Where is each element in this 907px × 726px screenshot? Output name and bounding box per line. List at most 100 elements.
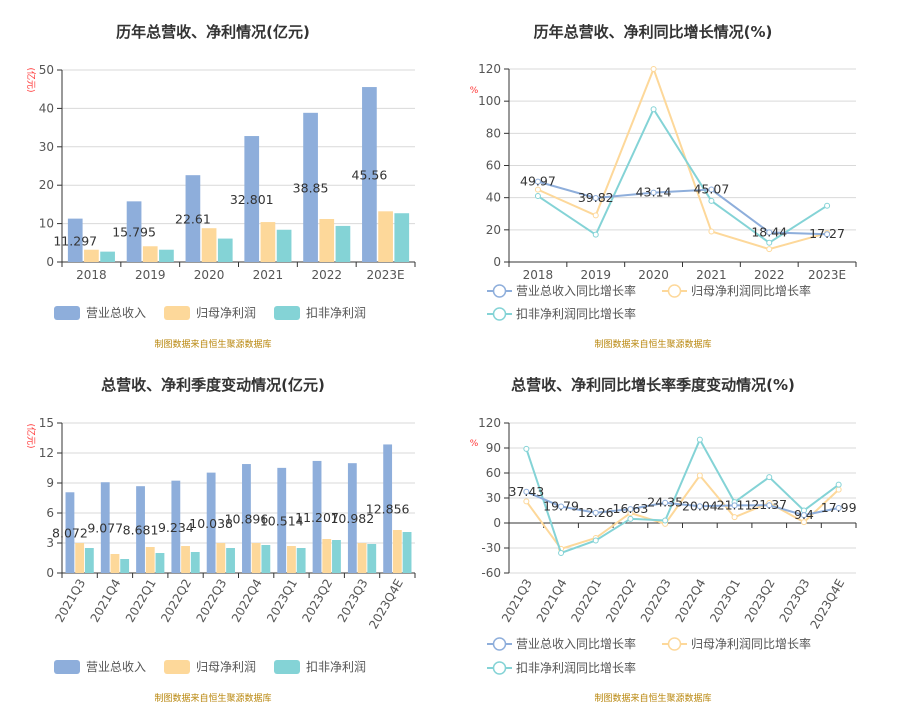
data-label: 8.072 (52, 526, 88, 541)
legend-circle-icon (667, 637, 682, 651)
legend-item[interactable]: 营业总收入 (54, 660, 146, 674)
bar-1 (100, 482, 110, 573)
legend-swatch (274, 306, 300, 320)
legend-item[interactable]: 扣非净利润 (274, 660, 366, 674)
y-tick-label: 0 (46, 255, 54, 269)
y-tick-label: 120 (478, 62, 501, 76)
x-tick-label: 2021Q4 (534, 577, 570, 625)
series-point-1 (708, 186, 715, 193)
legend-item[interactable]: 扣非净利润 (274, 306, 366, 320)
x-tick-label: 2018 (76, 268, 107, 282)
y-tick-label: 100 (478, 94, 501, 108)
series-point-2 (696, 472, 703, 479)
data-label: 8.681 (123, 523, 159, 538)
y-tick-label: 6 (46, 506, 54, 520)
bar-2 (75, 543, 85, 573)
series-point-3 (662, 517, 669, 524)
x-tick-label: 2022Q1 (568, 577, 604, 625)
x-tick-label: 2022Q4 (673, 577, 709, 625)
legend-item[interactable]: 营业总收入 (54, 306, 146, 320)
bar-1 (277, 467, 287, 573)
x-tick-label: 2022 (754, 268, 785, 282)
legend-item[interactable]: 扣非净利润同比增长率 (487, 306, 636, 321)
legend-item[interactable]: 归母净利润 (164, 306, 256, 320)
bar-3 (100, 251, 115, 262)
bar-2 (260, 222, 276, 262)
x-tick-label: 2023Q4E (808, 577, 848, 632)
data-label: 49.97 (520, 174, 556, 189)
bar-1 (185, 175, 201, 262)
bar-2 (319, 218, 335, 262)
data-label: 17.99 (821, 500, 857, 515)
bar-1 (65, 492, 75, 573)
legend-circle-icon (492, 661, 507, 675)
data-label: 11.207 (295, 510, 339, 525)
y-tick-label: 0 (46, 566, 54, 580)
series-point-3 (708, 197, 715, 204)
series-point-1 (824, 231, 831, 238)
data-label: 9.4 (794, 507, 814, 522)
legend-circle-icon (492, 284, 507, 298)
legend-circle-icon (667, 284, 682, 298)
data-label: 10.038 (189, 516, 233, 531)
x-tick-label: 2022Q3 (638, 577, 674, 625)
legend-swatch (164, 660, 190, 674)
x-tick-label: 2023Q4E (366, 577, 406, 632)
data-label: 22.61 (175, 212, 211, 227)
legend-item[interactable]: 营业总收入同比增长率 (487, 283, 636, 298)
x-tick-label: 2019 (135, 268, 166, 282)
data-label: 12.856 (366, 502, 410, 517)
data-label: 12.26 (578, 505, 614, 520)
legend-label: 扣非净利润同比增长率 (516, 306, 636, 321)
y-tick-label: 20 (39, 178, 54, 192)
bar-3 (261, 545, 271, 573)
y-tick-label: 60 (486, 159, 501, 173)
series-point-3 (627, 515, 634, 522)
legend-item[interactable]: 归母净利润 (164, 660, 256, 674)
legend-item[interactable]: 归母净利润同比增长率 (662, 636, 811, 651)
series-point-1 (592, 194, 599, 201)
y-axis-unit: (亿元) (25, 423, 37, 448)
x-tick-label: 2019 (580, 268, 611, 282)
bar-3 (159, 249, 174, 262)
series-point-1 (800, 512, 807, 519)
bar-1 (303, 112, 318, 262)
source-note: 制图数据来自恒生聚源数据库 (154, 692, 271, 704)
x-tick-label: 2022 (311, 268, 342, 282)
x-tick-label: 2018 (523, 268, 554, 282)
chart-3: 总营收、净利季度变动情况(亿元) (亿元) 0 3 6 9 12 15 2021Q3 2021Q4… (25, 376, 416, 704)
x-tick-label: 2022Q4 (229, 577, 265, 625)
legend-label: 归母净利润 (196, 660, 256, 674)
bar-3 (394, 213, 410, 262)
x-tick-label: 2021Q3 (52, 577, 88, 625)
series-point-3 (534, 193, 541, 200)
y-tick-label: 80 (486, 126, 501, 140)
bar-1 (312, 460, 322, 573)
series-point-2 (523, 498, 530, 505)
data-label: 39.82 (578, 190, 614, 205)
y-tick-label: 40 (486, 191, 501, 205)
legend-item[interactable]: 营业总收入同比增长率 (487, 636, 636, 651)
legend-swatch (164, 306, 190, 320)
chart-4: 总营收、净利同比增长率季度变动情况(%)% -60 -30 0 30 60 90 120 202… (470, 376, 857, 704)
y-tick-label: -30 (481, 541, 501, 555)
chart-1: 历年总营收、净利情况(亿元) (亿元) 0 10 20 30 40 50 2018 2019 202… (25, 23, 416, 350)
series-point-2 (731, 514, 738, 521)
data-label: 16.63 (613, 501, 649, 516)
x-tick-label: 2022Q1 (123, 577, 159, 625)
y-tick-label: 30 (39, 140, 54, 154)
bar-1 (136, 486, 145, 573)
legend-item[interactable]: 归母净利润同比增长率 (662, 283, 811, 298)
bar-2 (287, 546, 296, 573)
data-label: 45.07 (694, 182, 730, 197)
x-tick-label: 2023E (808, 268, 846, 282)
series-point-2 (835, 486, 842, 493)
bar-2 (145, 547, 155, 573)
legend-item[interactable]: 扣非净利润同比增长率 (487, 660, 636, 675)
data-label: 9.234 (158, 520, 194, 535)
bar-1 (171, 480, 181, 573)
legend-label: 归母净利润同比增长率 (691, 636, 811, 651)
source-note: 制图数据来自恒生聚源数据库 (594, 338, 711, 350)
y-tick-label: 15 (39, 416, 54, 430)
